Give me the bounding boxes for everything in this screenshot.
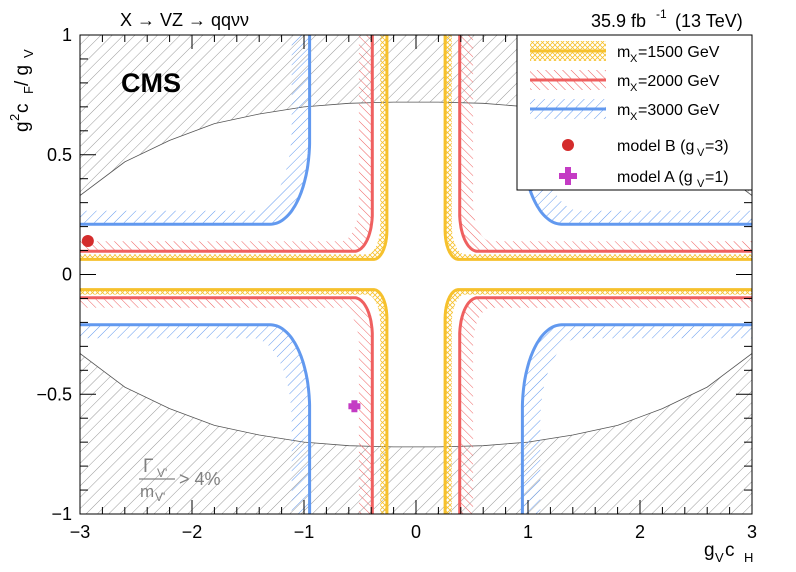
legend-sub-m3000: X <box>630 111 638 123</box>
axis-ticks: −3 −2 −1 0 1 2 3 −1 −0.5 0 0.5 1 <box>36 25 757 542</box>
x-title-sub1: V <box>715 550 724 565</box>
legend-label-m1500: m <box>617 44 630 61</box>
width-annotation-relation: > 4% <box>179 469 221 489</box>
y-title-sub2: V <box>21 49 36 58</box>
legend-rest-m1500: =1500 GeV <box>638 44 720 61</box>
legend-entry-m3000: m X =3000 GeV <box>530 99 720 123</box>
x-title-mid: c <box>725 540 735 561</box>
lumi-exponent: -1 <box>656 7 667 21</box>
legend-label-model-b: model B (g <box>617 138 694 155</box>
x-tick-label: −2 <box>182 522 203 542</box>
cms-label: CMS <box>121 68 181 98</box>
legend-entry-model-a: model A (g V =1) <box>559 167 729 190</box>
legend-entry-model-b: model B (g V =3) <box>562 138 729 159</box>
width-region-lower <box>80 353 752 514</box>
band-lines <box>80 35 752 514</box>
x-title-sub2: H <box>744 550 753 565</box>
band-line-m3000 <box>80 323 312 514</box>
point-model-a <box>348 400 361 413</box>
legend-entry-m1500: m X =1500 GeV <box>530 41 720 65</box>
x-tick-label: 1 <box>523 522 533 542</box>
legend-label-model-a: model A (g <box>617 169 693 186</box>
band-hatches <box>80 35 752 514</box>
band-hatch-m3000 <box>80 35 310 225</box>
y-tick-label: 1 <box>62 25 72 45</box>
band-line-m3000 <box>80 35 312 226</box>
band-line-m2000 <box>80 35 374 253</box>
y-tick-label: −0.5 <box>36 384 72 404</box>
y-title-mid: c <box>12 104 33 114</box>
band-hatch-m3000 <box>522 324 752 514</box>
energy-label: (13 TeV) <box>675 11 743 31</box>
process-label: X → VZ → qqνν <box>120 10 249 30</box>
x-axis-title: g V c H <box>704 540 753 565</box>
legend-rest-m2000: =2000 GeV <box>638 73 720 90</box>
model-points <box>81 234 361 413</box>
width-boundary-lower <box>80 353 752 448</box>
legend-marker-model-a <box>559 167 577 185</box>
legend-sub-m2000: X <box>630 82 638 94</box>
x-tick-label: 3 <box>747 522 757 542</box>
legend-label-m3000: m <box>617 102 630 119</box>
legend-rest-m3000: =3000 GeV <box>638 102 720 119</box>
y-title-slash: / g <box>12 65 33 86</box>
point-model-b <box>81 234 94 247</box>
y-tick-label: 0 <box>62 265 72 285</box>
band-line-m1500 <box>80 35 389 261</box>
y-title-sup: 2 <box>7 114 22 121</box>
width-annotation-denominator: m <box>140 482 154 501</box>
y-axis-title: g 2 c F / g V <box>7 49 36 132</box>
lumi-label: 35.9 fb -1 (13 TeV) <box>591 7 743 31</box>
width-annotation-numerator: Γ <box>143 456 153 477</box>
band-line-m1500 <box>80 288 389 514</box>
x-tick-label: −3 <box>70 522 91 542</box>
band-line-m3000 <box>520 323 752 514</box>
y-title-sub1: F <box>21 86 36 94</box>
y-tick-label: −1 <box>51 504 72 524</box>
band-line-m1500 <box>443 288 752 514</box>
band-line-m2000 <box>80 296 374 514</box>
band-line-m2000 <box>458 35 752 253</box>
legend-entry-m2000: m X =2000 GeV <box>530 70 720 94</box>
band-line-m2000 <box>458 296 752 514</box>
legend-sub-model-a: V <box>697 178 705 190</box>
band-hatch-m3000 <box>522 35 752 225</box>
legend-sub-model-b: V <box>697 147 705 159</box>
width-annotation: Γ V' m V' > 4% <box>139 456 221 504</box>
legend-marker-model-b <box>562 139 574 151</box>
legend-rest-model-b: =3) <box>705 138 729 155</box>
x-title-main: g <box>704 540 715 561</box>
legend-rest-model-a: =1) <box>705 169 729 186</box>
y-title-main: g <box>12 121 33 132</box>
x-tick-label: 0 <box>411 522 421 542</box>
width-annotation-denominator-sub: V' <box>155 490 165 504</box>
width-annotation-numerator-sub: V' <box>157 466 167 480</box>
x-tick-label: 2 <box>635 522 645 542</box>
lumi-value: 35.9 fb <box>591 11 646 31</box>
legend-label-m2000: m <box>617 73 630 90</box>
legend: m X =1500 GeV m X =2000 GeV m X =3000 Ge… <box>516 34 753 191</box>
band-line-m1500 <box>443 35 752 261</box>
y-tick-label: 0.5 <box>47 145 72 165</box>
band-hatch-m3000 <box>80 324 310 514</box>
x-tick-label: −1 <box>294 522 315 542</box>
legend-sub-m1500: X <box>630 53 638 65</box>
